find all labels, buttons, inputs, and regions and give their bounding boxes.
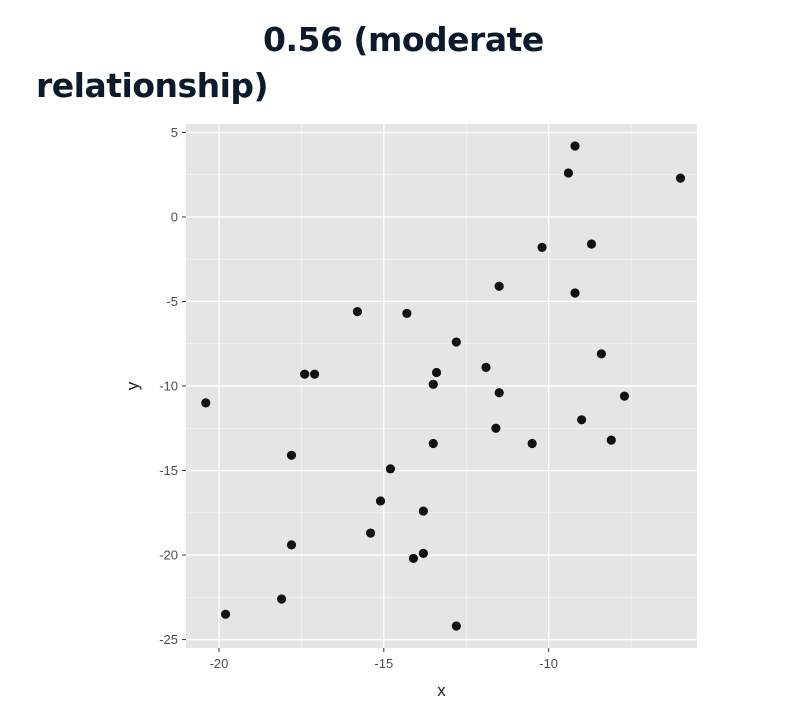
data-point: [451, 621, 461, 631]
x-tick-label: -10: [539, 656, 558, 671]
data-point: [570, 288, 580, 298]
data-point: [385, 464, 395, 474]
data-point: [527, 438, 537, 449]
y-tick-label: -10: [159, 379, 178, 394]
x-tick-label: -15: [374, 656, 393, 671]
data-point: [418, 506, 428, 516]
data-point: [494, 281, 504, 291]
data-point: [619, 391, 630, 401]
data-point: [596, 349, 606, 359]
data-point: [418, 548, 428, 558]
data-point: [491, 423, 501, 433]
data-point: [366, 528, 376, 538]
y-axis-title: y: [123, 381, 142, 390]
data-point: [431, 367, 442, 378]
axis-ticks: -20 -15 -10 5 0 -5 -10 -15 -20 -25: [159, 125, 558, 671]
y-tick-label: 5: [171, 125, 178, 140]
data-point: [408, 553, 419, 564]
data-point: [537, 242, 547, 252]
data-point: [402, 308, 412, 318]
data-point: [277, 594, 287, 604]
data-point: [586, 239, 597, 249]
y-tick-label: -20: [159, 548, 178, 563]
data-point: [675, 173, 686, 183]
data-point: [481, 362, 491, 373]
data-points: [201, 141, 686, 631]
data-point: [286, 450, 297, 460]
data-point: [451, 337, 461, 347]
grid-lines: [186, 124, 697, 648]
x-tick-label: -20: [210, 656, 229, 671]
data-point: [300, 369, 310, 379]
y-tick-label: -25: [159, 632, 178, 647]
data-point: [375, 496, 386, 506]
chart-title-line-1: 0.56 (moderate: [263, 20, 544, 59]
data-point: [577, 415, 587, 425]
data-point: [494, 388, 504, 398]
data-point: [201, 398, 211, 408]
data-point: [286, 540, 297, 550]
x-axis-title: x: [437, 681, 446, 700]
y-tick-label: 0: [171, 209, 178, 224]
y-tick-label: -15: [159, 463, 178, 478]
data-point: [606, 435, 616, 445]
data-point: [428, 438, 438, 449]
data-point: [563, 168, 574, 178]
data-point: [570, 141, 580, 151]
data-point: [428, 379, 438, 389]
data-point: [220, 609, 231, 619]
data-point: [309, 369, 320, 379]
chart-title-line-2: relationship): [36, 66, 269, 105]
y-tick-label: -5: [166, 294, 178, 309]
data-point: [352, 307, 363, 317]
